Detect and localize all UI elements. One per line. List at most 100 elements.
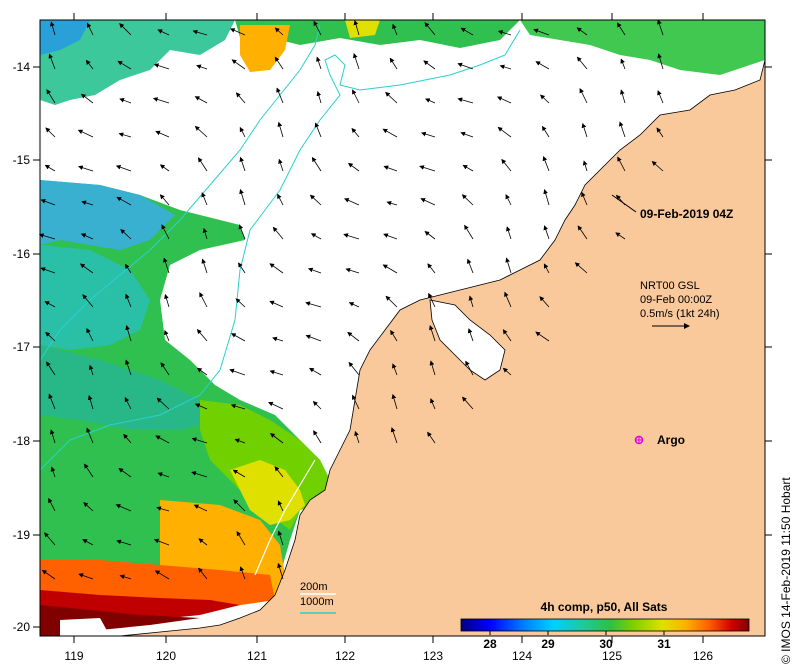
current-vector [80,93,94,104]
current-vector [85,59,94,70]
timestamp-label: 09-Feb-2019 04Z [640,207,733,221]
current-vector [235,92,246,104]
current-vector [196,64,208,70]
current-vector [615,232,626,240]
argo-marker[interactable] [634,435,644,445]
contour-1000m-2 [39,24,321,361]
current-vector [50,466,56,478]
current-vector [383,165,398,172]
current-vector [236,531,246,546]
current-vector [153,538,170,546]
current-vector [543,225,550,240]
current-vector [83,502,94,512]
current-vector [467,328,474,342]
current-vector [385,295,398,308]
current-vector [353,20,360,36]
current-vector [48,53,56,70]
current-vector [274,466,284,478]
lon-axis: 119 120 121 122 123 124 125 126 [64,13,713,663]
current-vector [386,200,398,206]
current-vector [269,300,284,308]
current-vector [502,367,512,376]
current-vector [581,122,588,138]
current-vector [45,331,56,342]
current-vector [468,295,474,308]
lat-axis: -14 -15 -16 -17 -18 -19 -20 [13,60,772,634]
colorbar-tick-29: 29 [541,637,555,651]
current-vector [428,292,436,308]
current-vector [239,156,246,172]
current-vector [429,325,436,342]
current-vector [502,329,512,342]
current-vector [497,30,512,36]
current-vector [657,53,664,70]
current-vector [309,194,322,206]
colorbar [460,618,750,632]
current-vector [157,472,170,478]
current-vector [46,89,56,104]
current-vector [343,233,360,240]
current-vector [577,225,588,240]
current-vector [79,263,94,274]
lat-label-18: -18 [13,434,31,448]
timestamp-pointer [611,194,637,213]
current-vector [198,538,208,546]
current-vector [156,397,170,410]
map-frame [39,19,766,637]
current-vector [44,301,56,308]
current-vector [159,164,170,172]
current-vector [229,28,246,36]
current-vector [194,125,208,138]
current-vector [389,57,398,70]
current-vector [269,369,284,376]
current-vector [156,506,170,512]
current-vector [276,87,284,104]
current-vector [119,98,132,104]
current-vector [199,292,208,308]
current-vector [44,164,56,172]
current-vector [424,22,436,36]
current-vector [232,469,246,478]
current-vector [316,56,322,70]
current-vector [164,329,170,342]
current-vector [465,360,474,376]
current-vector [313,430,322,444]
current-vector [154,570,170,580]
current-vector [382,264,398,274]
current-vector [88,364,94,376]
current-vector [423,60,436,70]
current-vector [115,504,132,512]
current-vector [198,567,208,580]
current-vector [345,267,360,274]
current-vector [499,64,512,70]
current-vector [351,127,360,138]
current-vectors [38,19,664,580]
current-vector [305,301,322,308]
lon-label-119: 119 [64,649,83,663]
current-vector [233,499,246,512]
colorbar-ticks: 28 29 30 31 [483,631,671,651]
current-vector [616,22,626,36]
current-vector [50,21,56,36]
current-vector [354,430,360,444]
current-vector [118,468,132,478]
credit-label: © IMOS 14-Feb-2019 11:50 Hobart [779,477,793,664]
lon-label-125: 125 [602,649,622,663]
current-vector [277,530,284,546]
current-vector [229,368,246,376]
current-vector [118,132,132,138]
current-vector [390,329,398,342]
colorbar-tick-31: 31 [657,637,671,651]
current-vector [86,327,94,342]
current-vector [392,23,398,36]
lon-label-120: 120 [156,649,176,663]
current-vector [316,91,322,104]
current-vector [420,198,436,206]
current-vector [234,438,246,444]
current-vector [157,29,170,36]
current-vector [197,157,208,172]
current-vector [116,539,132,546]
current-vector [656,127,664,138]
current-vector [352,394,360,410]
current-vector [155,130,170,138]
